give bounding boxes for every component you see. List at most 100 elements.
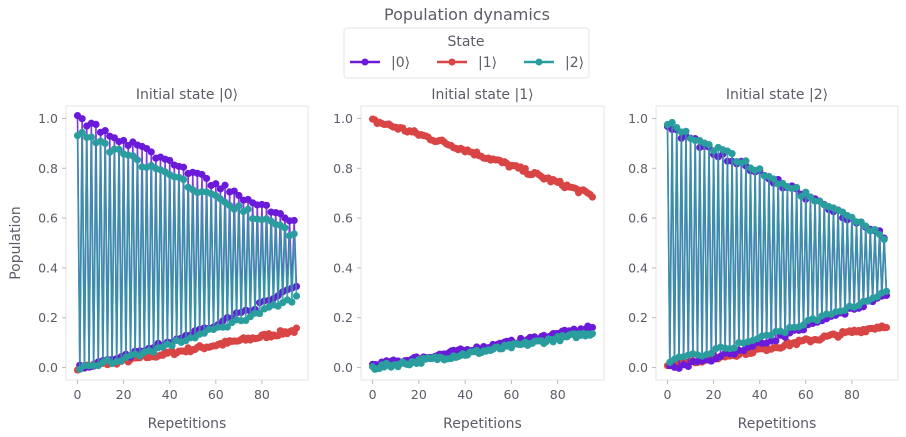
subplot-title: Initial state |1⟩ (431, 87, 533, 103)
data-point (292, 292, 301, 300)
x-tick-label: 20 (706, 387, 722, 402)
data-point (769, 175, 778, 183)
y-tick-label: 1.0 (628, 111, 648, 126)
x-tick-label: 60 (798, 387, 814, 402)
data-point (92, 120, 100, 129)
legend-label-1: |1⟩ (478, 55, 497, 71)
data-point (705, 141, 713, 149)
data-point (682, 127, 690, 135)
legend-marker-1 (448, 58, 456, 66)
legend-frame (343, 27, 590, 79)
legend-label-2: |2⟩ (565, 55, 584, 71)
data-point (290, 230, 298, 238)
data-point (115, 145, 123, 154)
data-point (230, 187, 238, 195)
x-tick-label: 80 (844, 387, 860, 402)
subplot-1: Initial state |1⟩ 0.0 0.2 0.4 0.6 0.8 1.0 0 20 40… (333, 87, 605, 432)
data-point (521, 164, 529, 173)
data-point (707, 349, 715, 357)
data-point (202, 174, 211, 183)
series-2 (368, 329, 597, 373)
subplots: Initial state |0⟩ 0.0 0.2 0.4 0.6 0.8 1.0 0 20 40… (38, 87, 899, 432)
data-point (133, 156, 142, 164)
data-point (728, 150, 736, 158)
data-point (78, 128, 86, 137)
x-tick-label: 20 (116, 387, 132, 402)
data-point (673, 123, 681, 132)
legend-entry-2: |2⟩ (524, 55, 584, 71)
data-point (288, 298, 296, 306)
x-tick-label: 0 (74, 387, 82, 402)
x-tick-label: 80 (550, 387, 566, 402)
legend-title: State (447, 34, 484, 50)
data-point (772, 337, 780, 345)
x-tick-label: 60 (208, 387, 224, 402)
series-1 (663, 322, 891, 371)
data-point (292, 324, 301, 332)
x-axis-label: Repetitions (148, 416, 227, 432)
series-2 (663, 118, 891, 366)
data-point (281, 224, 289, 232)
data-point (78, 115, 86, 123)
legend-marker-2 (535, 58, 543, 66)
subplot-title: Initial state |2⟩ (726, 87, 828, 103)
data-point (166, 156, 174, 165)
data-point (799, 321, 808, 329)
x-tick-label: 0 (664, 387, 672, 402)
data-point (882, 323, 891, 332)
data-point (235, 191, 243, 200)
figure-title: Population dynamics (384, 5, 550, 24)
x-tick-label: 0 (369, 387, 377, 402)
data-point (101, 127, 109, 135)
data-point (276, 210, 284, 218)
data-point (862, 222, 870, 230)
x-axis-label: Repetitions (443, 416, 522, 432)
subplot-0: Initial state |0⟩ 0.0 0.2 0.4 0.6 0.8 1.0 0 20 40… (38, 87, 309, 432)
x-tick-label: 40 (457, 387, 473, 402)
data-point (179, 175, 188, 184)
legend-entry-1: |1⟩ (437, 55, 497, 71)
x-axis-label: Repetitions (738, 416, 817, 432)
y-tick-label: 0.8 (628, 161, 648, 176)
data-point (802, 188, 810, 196)
data-point (730, 344, 738, 352)
data-point (841, 306, 849, 314)
series-1 (368, 115, 597, 201)
series-2 (73, 128, 301, 373)
data-point (857, 218, 865, 226)
data-point (742, 157, 750, 165)
data-point (212, 180, 220, 188)
y-axis-label: Population (8, 206, 24, 280)
y-tick-label: 0.2 (628, 310, 648, 325)
data-point (221, 181, 229, 189)
data-point (149, 348, 158, 356)
subplot-title: Initial state |0⟩ (136, 87, 238, 103)
data-point (875, 230, 884, 239)
data-point (101, 139, 109, 148)
data-point (179, 163, 188, 171)
data-point (668, 118, 676, 127)
data-point (235, 202, 243, 210)
legend-marker-0 (361, 58, 369, 66)
y-tick-label: 0.6 (333, 211, 353, 226)
x-tick-label: 40 (162, 387, 178, 402)
data-point (792, 183, 801, 192)
data-point (147, 148, 155, 156)
data-point (880, 235, 888, 244)
data-point (813, 316, 821, 325)
y-tick-label: 0.8 (38, 161, 58, 176)
y-tick-label: 0.6 (38, 211, 58, 226)
y-tick-label: 0.0 (628, 360, 648, 375)
y-tick-label: 0.4 (628, 260, 648, 275)
data-point (244, 205, 252, 213)
y-tick-label: 0.4 (38, 260, 58, 275)
data-point (855, 301, 863, 310)
y-tick-label: 0.0 (38, 360, 58, 375)
x-tick-label: 40 (752, 387, 768, 402)
data-point (588, 323, 597, 332)
data-point (168, 342, 176, 350)
data-point (87, 133, 95, 141)
data-point (120, 136, 128, 145)
x-tick-label: 80 (254, 387, 270, 402)
